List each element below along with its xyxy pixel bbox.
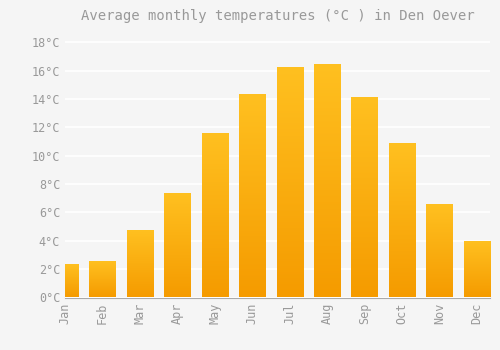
Title: Average monthly temperatures (°C ) in Den Oever: Average monthly temperatures (°C ) in De… [80,9,474,23]
